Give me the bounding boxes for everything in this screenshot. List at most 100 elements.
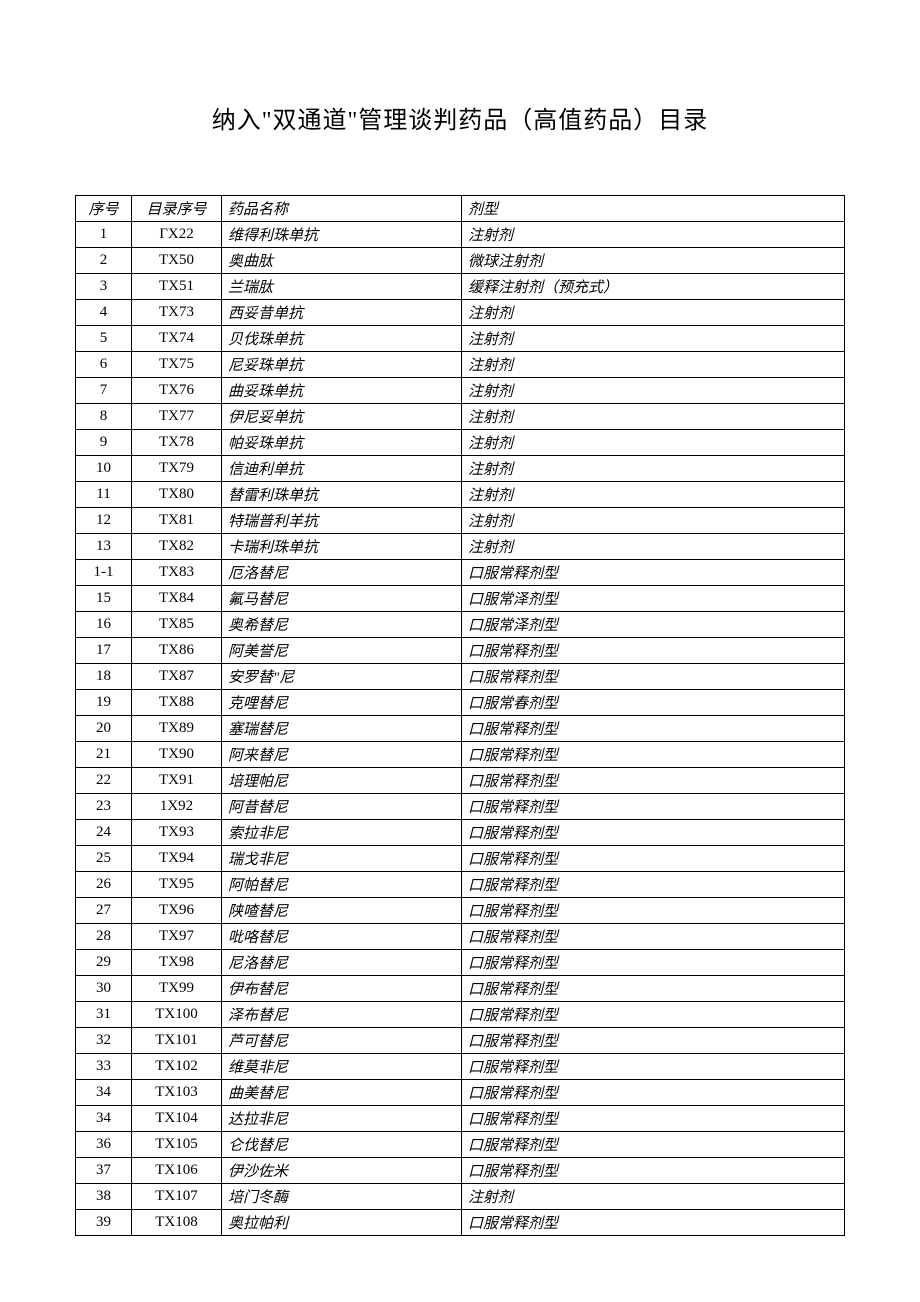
table-body: 1ΓX22维得利珠单抗注射剂2TX50奥曲肽微球注射剂3TX51兰瑞肽缓释注射剂… <box>76 222 845 1236</box>
cell-name: 伊布替尼 <box>222 976 462 1002</box>
cell-seq: 11 <box>76 482 132 508</box>
cell-name: 伊沙佐米 <box>222 1158 462 1184</box>
cell-name: 信迪利单抗 <box>222 456 462 482</box>
cell-catalog: TX94 <box>132 846 222 872</box>
cell-catalog: TX85 <box>132 612 222 638</box>
cell-seq: 24 <box>76 820 132 846</box>
cell-seq: 12 <box>76 508 132 534</box>
cell-catalog: TX88 <box>132 690 222 716</box>
cell-catalog: TX76 <box>132 378 222 404</box>
cell-catalog: TX99 <box>132 976 222 1002</box>
cell-form: 口服常释剂型 <box>462 1002 845 1028</box>
cell-seq: 1-1 <box>76 560 132 586</box>
cell-seq: 32 <box>76 1028 132 1054</box>
cell-form: 口服常泽剂型 <box>462 612 845 638</box>
cell-form: 口服常释剂型 <box>462 898 845 924</box>
table-row: 12TX81特瑞普利羊抗注射剂 <box>76 508 845 534</box>
cell-catalog: TX100 <box>132 1002 222 1028</box>
cell-catalog: TX96 <box>132 898 222 924</box>
cell-form: 口服常释剂型 <box>462 768 845 794</box>
cell-name: 卡瑞利珠单抗 <box>222 534 462 560</box>
cell-name: 维莫非尼 <box>222 1054 462 1080</box>
cell-form: 注射剂 <box>462 482 845 508</box>
table-row: 2TX50奥曲肽微球注射剂 <box>76 248 845 274</box>
cell-name: 替雷利珠单抗 <box>222 482 462 508</box>
cell-catalog: TX103 <box>132 1080 222 1106</box>
cell-form: 口服常释剂型 <box>462 716 845 742</box>
table-row: 18TX87安罗替"尼口服常释剂型 <box>76 664 845 690</box>
cell-form: 口服常释剂型 <box>462 872 845 898</box>
cell-name: 尼妥珠单抗 <box>222 352 462 378</box>
table-row: 20TX89塞瑞替尼口服常释剂型 <box>76 716 845 742</box>
cell-form: 口服常释剂型 <box>462 1028 845 1054</box>
cell-seq: 4 <box>76 300 132 326</box>
cell-seq: 1 <box>76 222 132 248</box>
cell-seq: 28 <box>76 924 132 950</box>
table-row: 7TX76曲妥珠单抗注射剂 <box>76 378 845 404</box>
cell-name: 安罗替"尼 <box>222 664 462 690</box>
cell-catalog: TX90 <box>132 742 222 768</box>
table-row: 25TX94瑞戈非尼口服常释剂型 <box>76 846 845 872</box>
cell-catalog: TX77 <box>132 404 222 430</box>
cell-catalog: TX78 <box>132 430 222 456</box>
cell-seq: 5 <box>76 326 132 352</box>
cell-seq: 25 <box>76 846 132 872</box>
cell-name: 泽布替尼 <box>222 1002 462 1028</box>
cell-name: 兰瑞肽 <box>222 274 462 300</box>
table-row: 24TX93索拉非尼口服常释剂型 <box>76 820 845 846</box>
cell-catalog: TX93 <box>132 820 222 846</box>
cell-seq: 6 <box>76 352 132 378</box>
cell-catalog: TX86 <box>132 638 222 664</box>
cell-form: 微球注射剂 <box>462 248 845 274</box>
cell-form: 口服常释剂型 <box>462 1080 845 1106</box>
table-row: 1-1TX83厄洛替尼口服常释剂型 <box>76 560 845 586</box>
cell-name: 特瑞普利羊抗 <box>222 508 462 534</box>
header-name: 药品名称 <box>222 196 462 222</box>
cell-form: 口服常释剂型 <box>462 742 845 768</box>
cell-name: 奥拉帕利 <box>222 1210 462 1236</box>
cell-catalog: TX97 <box>132 924 222 950</box>
cell-name: 克哩替尼 <box>222 690 462 716</box>
table-header-row: 序号 目录序号 药品名称 剂型 <box>76 196 845 222</box>
table-row: 17TX86阿美誉尼口服常释剂型 <box>76 638 845 664</box>
cell-name: 培门冬酶 <box>222 1184 462 1210</box>
cell-catalog: TX104 <box>132 1106 222 1132</box>
header-seq: 序号 <box>76 196 132 222</box>
cell-name: 阿美誉尼 <box>222 638 462 664</box>
cell-seq: 20 <box>76 716 132 742</box>
cell-form: 口服常春剂型 <box>462 690 845 716</box>
cell-seq: 9 <box>76 430 132 456</box>
cell-form: 注射剂 <box>462 326 845 352</box>
cell-catalog: TX74 <box>132 326 222 352</box>
cell-form: 口服常释剂型 <box>462 1210 845 1236</box>
cell-catalog: TX107 <box>132 1184 222 1210</box>
table-row: 1ΓX22维得利珠单抗注射剂 <box>76 222 845 248</box>
cell-form: 注射剂 <box>462 352 845 378</box>
cell-form: 注射剂 <box>462 378 845 404</box>
table-row: 34TX103曲美替尼口服常释剂型 <box>76 1080 845 1106</box>
cell-seq: 23 <box>76 794 132 820</box>
cell-name: 塞瑞替尼 <box>222 716 462 742</box>
cell-seq: 19 <box>76 690 132 716</box>
cell-catalog: TX108 <box>132 1210 222 1236</box>
cell-name: 阿来替尼 <box>222 742 462 768</box>
cell-seq: 18 <box>76 664 132 690</box>
cell-name: 阿昔替尼 <box>222 794 462 820</box>
table-row: 10TX79信迪利单抗注射剂 <box>76 456 845 482</box>
table-row: 27TX96陕喳替尼口服常释剂型 <box>76 898 845 924</box>
cell-seq: 22 <box>76 768 132 794</box>
cell-form: 注射剂 <box>462 300 845 326</box>
cell-name: 尼洛替尼 <box>222 950 462 976</box>
table-row: 19TX88克哩替尼口服常春剂型 <box>76 690 845 716</box>
cell-catalog: TX105 <box>132 1132 222 1158</box>
cell-seq: 26 <box>76 872 132 898</box>
cell-seq: 27 <box>76 898 132 924</box>
table-row: 22TX91培理帕尼口服常释剂型 <box>76 768 845 794</box>
cell-form: 缓释注射剂（预充式） <box>462 274 845 300</box>
cell-catalog: TX80 <box>132 482 222 508</box>
table-row: 37TX106伊沙佐米口服常释剂型 <box>76 1158 845 1184</box>
cell-form: 口服常释剂型 <box>462 638 845 664</box>
cell-form: 注射剂 <box>462 404 845 430</box>
cell-form: 口服常释剂型 <box>462 846 845 872</box>
cell-seq: 10 <box>76 456 132 482</box>
